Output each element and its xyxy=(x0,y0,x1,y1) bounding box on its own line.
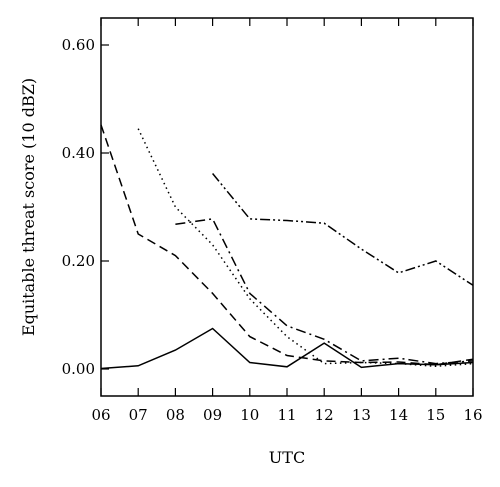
y-tick-label: 0.40 xyxy=(62,144,95,162)
x-tick-label: 13 xyxy=(352,406,371,424)
series-line-solid xyxy=(100,327,474,370)
y-tick-label: 0.00 xyxy=(62,360,95,378)
y-axis: 0.00 0.20 0.40 0.60 xyxy=(62,36,109,378)
x-tick-label: 11 xyxy=(277,406,296,424)
y-tick-label: 0.20 xyxy=(62,252,95,270)
x-tick-label: 09 xyxy=(203,406,222,424)
plot-area xyxy=(100,124,474,370)
x-tick-label: 15 xyxy=(426,406,445,424)
x-tick-label: 08 xyxy=(166,406,185,424)
plot-frame xyxy=(100,17,474,397)
x-axis-label: UTC xyxy=(269,448,305,467)
series-line-dash-dot-dot xyxy=(212,173,474,286)
x-axis: 06 07 08 09 10 11 12 13 14 15 16 xyxy=(91,18,483,424)
y-tick-label: 0.60 xyxy=(62,36,95,54)
x-tick-label: 14 xyxy=(389,406,408,424)
x-tick-label: 16 xyxy=(463,406,482,424)
x-tick-label: 10 xyxy=(240,406,259,424)
x-tick-label: 06 xyxy=(91,406,110,424)
series-line-dashed xyxy=(100,124,474,366)
series-line-dotted xyxy=(137,128,474,368)
x-tick-label: 07 xyxy=(129,406,148,424)
y-axis-label: Equitable threat score (10 dBZ) xyxy=(19,78,38,336)
x-tick-label: 12 xyxy=(315,406,334,424)
series-line-dash-dot xyxy=(175,218,474,365)
